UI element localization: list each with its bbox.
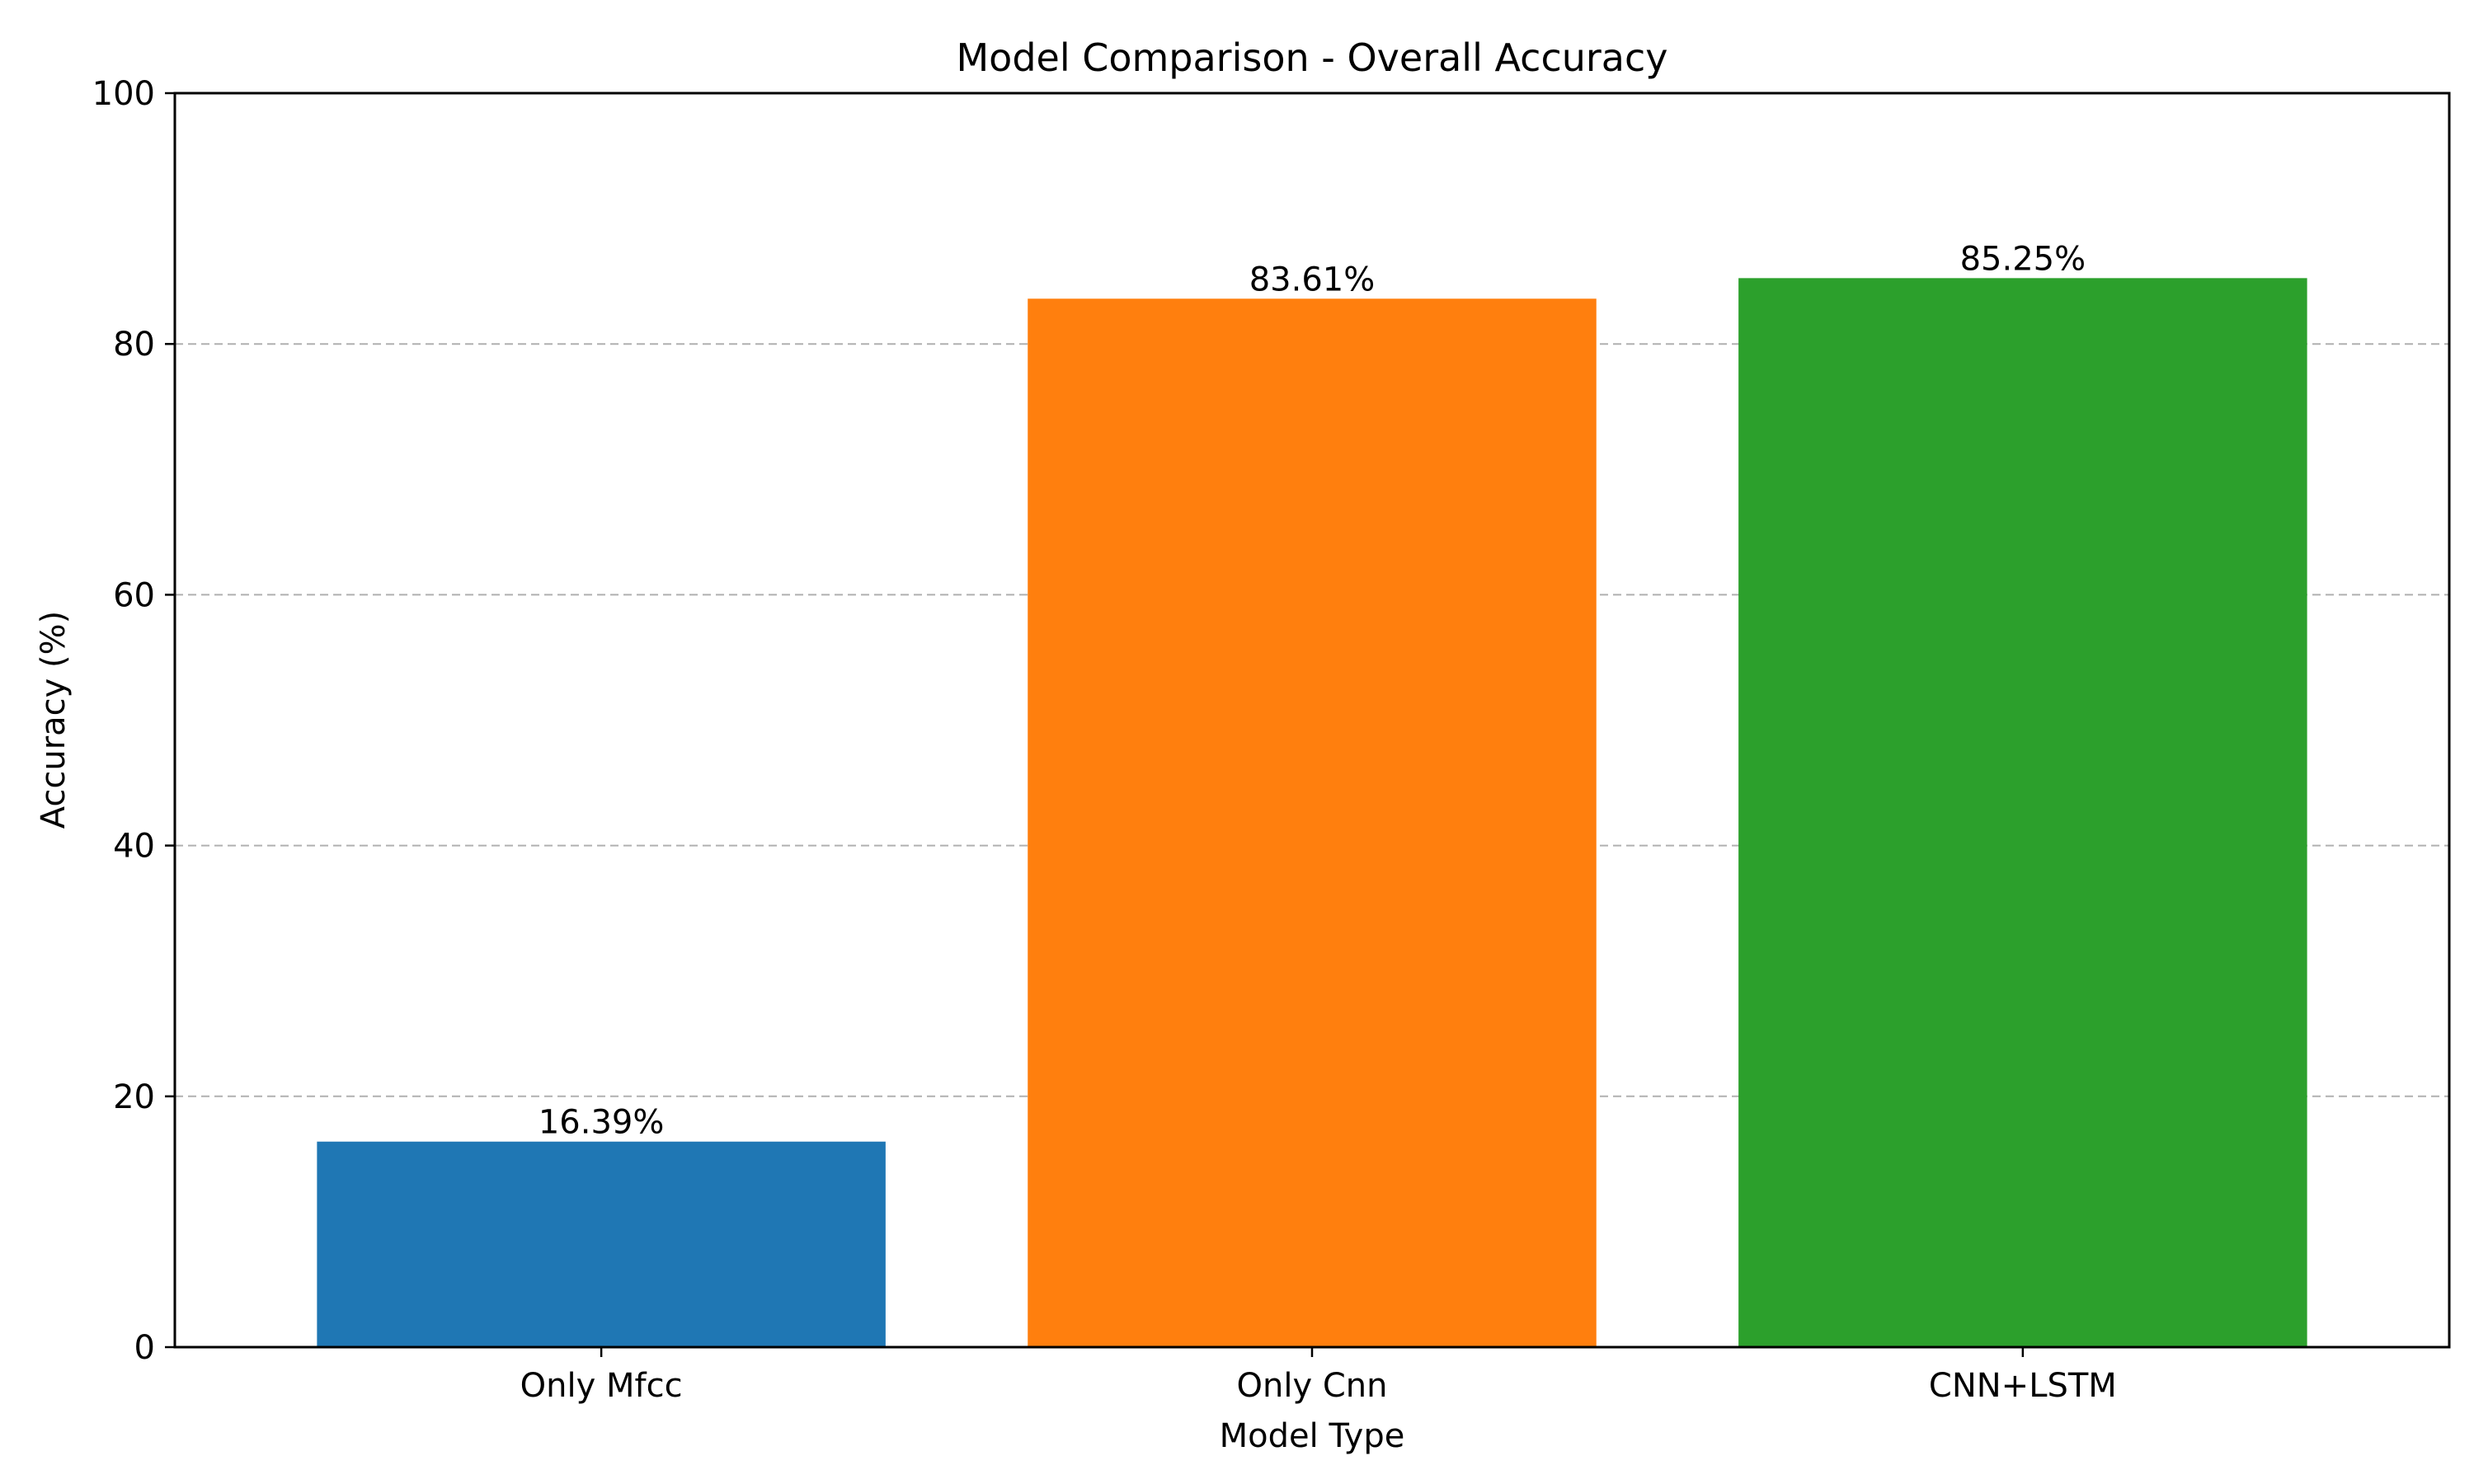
y-tick-label: 20 <box>113 1078 155 1116</box>
y-tick-label: 0 <box>134 1329 155 1367</box>
bar-only-mfcc <box>317 1141 886 1347</box>
x-tick-label: Only Mfcc <box>520 1367 683 1405</box>
bar-only-cnn <box>1028 298 1597 1348</box>
y-tick-label: 80 <box>113 326 155 364</box>
bar-value-label: 16.39% <box>539 1104 665 1142</box>
y-axis-label: Accuracy (%) <box>35 611 73 829</box>
y-axis-ticks: 0 20 40 60 80 100 <box>92 75 175 1367</box>
bars <box>317 278 2307 1348</box>
y-tick-label: 60 <box>113 576 155 614</box>
y-tick-label: 40 <box>113 828 155 866</box>
y-tick-label: 100 <box>92 75 155 113</box>
bar-cnn-lstm <box>1738 278 2307 1347</box>
x-tick-label: CNN+LSTM <box>1929 1367 2117 1405</box>
chart-title: Model Comparison - Overall Accuracy <box>956 35 1667 80</box>
x-axis-label: Model Type <box>1220 1417 1405 1455</box>
x-axis-ticks: Only Mfcc Only Cnn CNN+LSTM <box>520 1347 2117 1405</box>
bar-value-label: 85.25% <box>1960 240 2086 278</box>
bar-value-label: 83.61% <box>1249 261 1376 298</box>
bar-value-labels: 16.39% 83.61% 85.25% <box>539 240 2086 1141</box>
x-tick-label: Only Cnn <box>1237 1367 1388 1405</box>
